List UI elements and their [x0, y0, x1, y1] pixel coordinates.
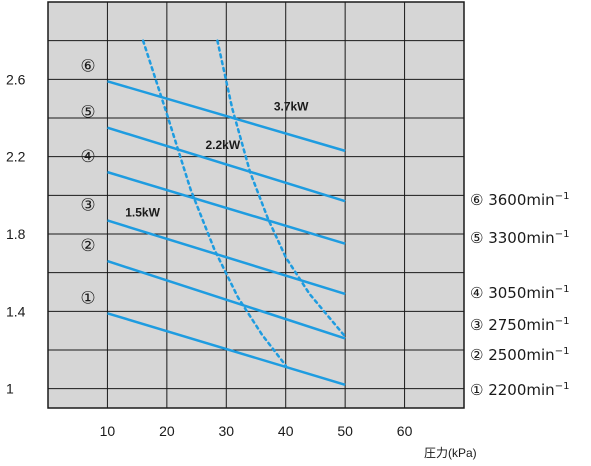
legend: ⑥ 3600min−1 ⑤ 3300min−1 ④ 3050min−1 ③ 2750m… — [470, 191, 569, 399]
gridlines — [47, 1, 465, 409]
plot-background — [48, 2, 464, 408]
legend-entry: ④ 3050min−1 — [470, 284, 569, 302]
series-line — [107, 126, 346, 203]
x-axis-label: 圧力(kPa) — [424, 446, 477, 460]
y-tick-label: 1.8 — [6, 226, 26, 242]
series-markers: ① ② ③ ④ ⑤ ⑥ — [80, 56, 95, 308]
y-tick-labels: 1 1.4 1.8 2.2 2.6 — [6, 71, 26, 396]
x-tick-label: 30 — [218, 423, 234, 439]
series-marker: ③ — [80, 195, 95, 215]
x-tick-label: 50 — [337, 423, 353, 439]
y-tick-label: 2.2 — [6, 149, 26, 165]
power-labels: 3.7kW 2.2kW 1.5kW — [125, 99, 309, 219]
series-marker: ④ — [80, 147, 95, 167]
series-marker: ⑥ — [80, 56, 95, 76]
power-label: 3.7kW — [274, 99, 309, 113]
speed-lines — [107, 80, 346, 386]
y-tick-label: 1.4 — [6, 303, 26, 319]
series-line — [107, 170, 346, 245]
y-tick-label: 2.6 — [6, 71, 26, 87]
legend-entry: ⑤ 3300min−1 — [470, 229, 569, 247]
series-line — [107, 259, 346, 340]
series-marker: ⑤ — [80, 103, 95, 123]
legend-entry: ③ 2750min−1 — [470, 316, 569, 334]
legend-entry: ① 2200min−1 — [470, 381, 569, 399]
x-tick-label: 40 — [278, 423, 294, 439]
legend-entry: ② 2500min−1 — [470, 346, 569, 364]
series-line — [107, 80, 346, 153]
y-tick-label: 1 — [6, 381, 14, 397]
x-tick-label: 60 — [397, 423, 413, 439]
series-marker: ① — [80, 288, 95, 308]
series-marker: ② — [80, 236, 95, 256]
series-line — [107, 219, 346, 296]
power-label: 1.5kW — [125, 206, 160, 220]
plot-border — [47, 1, 465, 409]
series-line — [107, 312, 346, 386]
x-tick-labels: 10 20 30 40 50 60 — [100, 423, 413, 439]
x-tick-label: 20 — [159, 423, 175, 439]
power-curve — [141, 39, 287, 367]
power-label: 2.2kW — [205, 138, 240, 152]
x-tick-label: 10 — [100, 423, 116, 439]
legend-entry: ⑥ 3600min−1 — [470, 191, 569, 209]
